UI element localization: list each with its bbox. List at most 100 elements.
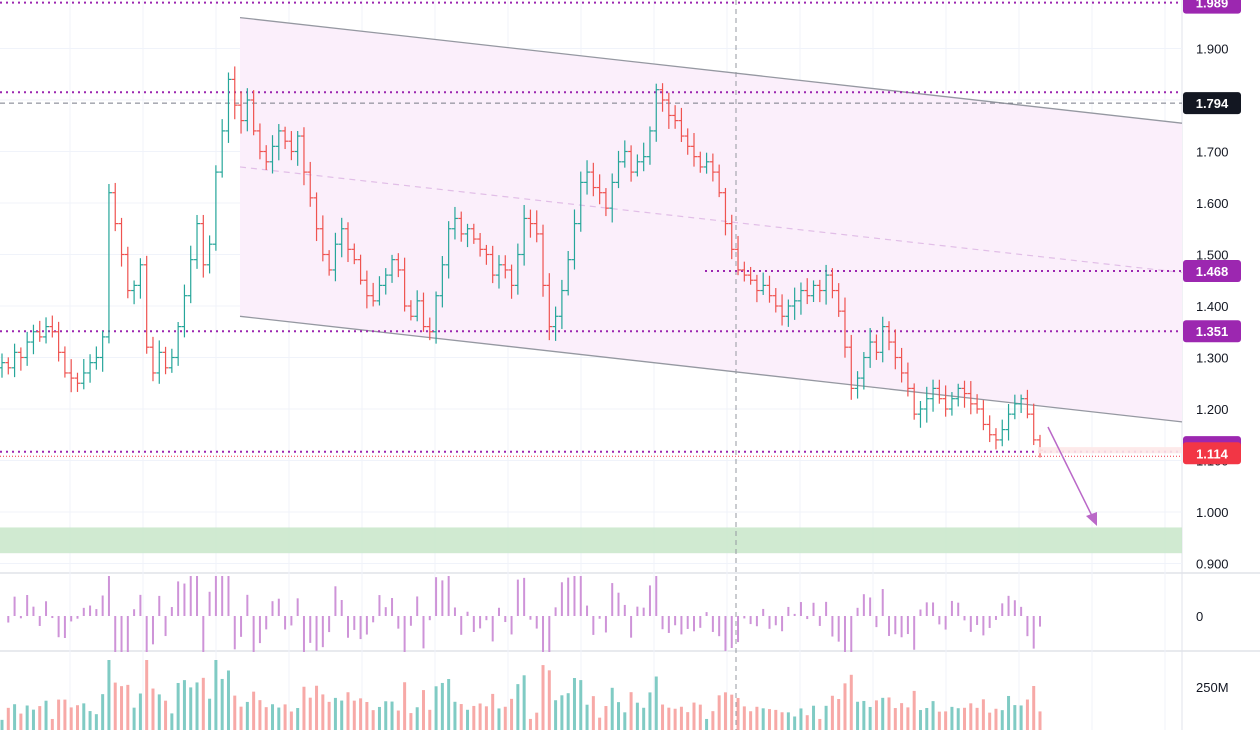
volume-bar xyxy=(937,711,941,730)
volume-bar xyxy=(887,697,891,730)
ohlc-bar xyxy=(275,124,282,161)
volume-bar xyxy=(711,711,715,730)
ohlc-bar xyxy=(886,321,893,351)
price-tick-label: 1.900 xyxy=(1196,42,1229,57)
ohlc-bar xyxy=(835,283,842,317)
ohlc-bar xyxy=(300,127,307,186)
volume-bar xyxy=(50,718,54,730)
ohlc-bar xyxy=(980,400,987,431)
ohlc-bar xyxy=(999,419,1006,447)
volume-bar xyxy=(182,680,186,730)
ohlc-bar xyxy=(458,211,465,242)
volume-bar xyxy=(969,703,973,730)
volume-bar xyxy=(1007,695,1011,730)
ohlc-bar xyxy=(345,222,351,263)
ohlc-bar xyxy=(640,142,647,172)
volume-bar xyxy=(830,695,834,730)
volume-bar xyxy=(208,698,212,730)
ohlc-bar xyxy=(30,324,37,355)
ohlc-bar xyxy=(401,257,408,312)
price-badge-label: 1.989 xyxy=(1196,0,1229,11)
volume-bar xyxy=(635,702,639,730)
volume-bar xyxy=(900,703,904,730)
volume-bar xyxy=(113,682,117,730)
ohlc-bar xyxy=(791,287,798,320)
ohlc-bar xyxy=(99,331,106,372)
ohlc-bar xyxy=(829,268,836,299)
ohlc-bar xyxy=(917,400,924,428)
volume-bar xyxy=(327,701,331,730)
ohlc-bar xyxy=(307,161,314,207)
volume-bar xyxy=(767,709,771,730)
volume-bar xyxy=(749,711,753,730)
ohlc-bar xyxy=(823,264,830,305)
volume-bar xyxy=(988,712,992,730)
volume-bar xyxy=(484,706,488,730)
volume-bar xyxy=(214,660,218,730)
ohlc-bar xyxy=(363,270,370,309)
ohlc-bar xyxy=(602,188,609,217)
ohlc-bar xyxy=(961,380,968,408)
volume-bar xyxy=(176,682,180,730)
ohlc-bar xyxy=(376,276,383,306)
volume-bar xyxy=(837,699,841,730)
ohlc-bar xyxy=(728,214,735,260)
ohlc-bar xyxy=(439,256,446,308)
ohlc-bar xyxy=(804,278,811,305)
projection-arrow-line xyxy=(1047,426,1095,521)
ohlc-bar xyxy=(370,282,377,307)
ohlc-bar xyxy=(338,217,345,258)
ohlc-bar xyxy=(678,107,685,143)
volume-bar xyxy=(415,707,419,730)
volume-bar xyxy=(566,693,570,730)
price-badge xyxy=(1183,92,1241,115)
volume-bar xyxy=(189,687,193,730)
volume-bar xyxy=(478,703,482,730)
ohlc-bar xyxy=(495,255,502,289)
ohlc-bar xyxy=(206,235,213,274)
volume-bar xyxy=(233,695,237,730)
ohlc-bar xyxy=(552,306,559,341)
volume-bar xyxy=(648,692,652,730)
ohlc-bar xyxy=(628,145,635,182)
ohlc-bar xyxy=(87,354,94,383)
volume-bar xyxy=(453,701,457,730)
ohlc-bar xyxy=(313,192,320,242)
ohlc-bar xyxy=(124,246,131,299)
ohlc-bar xyxy=(445,221,452,279)
volume-bar xyxy=(447,679,451,730)
ohlc-bar xyxy=(584,160,591,195)
volume-bar xyxy=(654,676,658,730)
volume-bar xyxy=(786,712,790,730)
ohlc-bar xyxy=(382,268,389,295)
volume-bar xyxy=(75,705,79,730)
ohlc-bar xyxy=(521,204,528,266)
volume-bar xyxy=(950,706,954,730)
ohlc-bar xyxy=(464,223,471,248)
ohlc-bar xyxy=(162,346,169,375)
volume-bar xyxy=(308,697,312,730)
ohlc-bar xyxy=(565,250,572,296)
volume-bar xyxy=(201,677,205,730)
volume-bar xyxy=(661,704,665,730)
volume-bar xyxy=(956,708,960,730)
price-tick-label: 1.200 xyxy=(1196,402,1229,417)
volume-bar xyxy=(560,695,564,730)
ohlc-bar xyxy=(105,183,112,344)
ohlc-bar xyxy=(502,255,509,279)
ohlc-bar xyxy=(659,83,666,112)
ohlc-bar xyxy=(294,131,301,166)
volume-bar xyxy=(535,712,539,730)
ohlc-bar xyxy=(653,83,660,142)
ohlc-bar xyxy=(389,254,396,283)
volume-bar xyxy=(617,702,621,730)
ohlc-bar xyxy=(156,340,163,384)
ohlc-bar xyxy=(716,164,723,198)
volume-bar xyxy=(780,712,784,730)
price-badge-label: 1.468 xyxy=(1196,264,1229,279)
volume-bar xyxy=(793,716,797,730)
ohlc-bar xyxy=(263,145,270,170)
volume-bar xyxy=(245,701,249,730)
